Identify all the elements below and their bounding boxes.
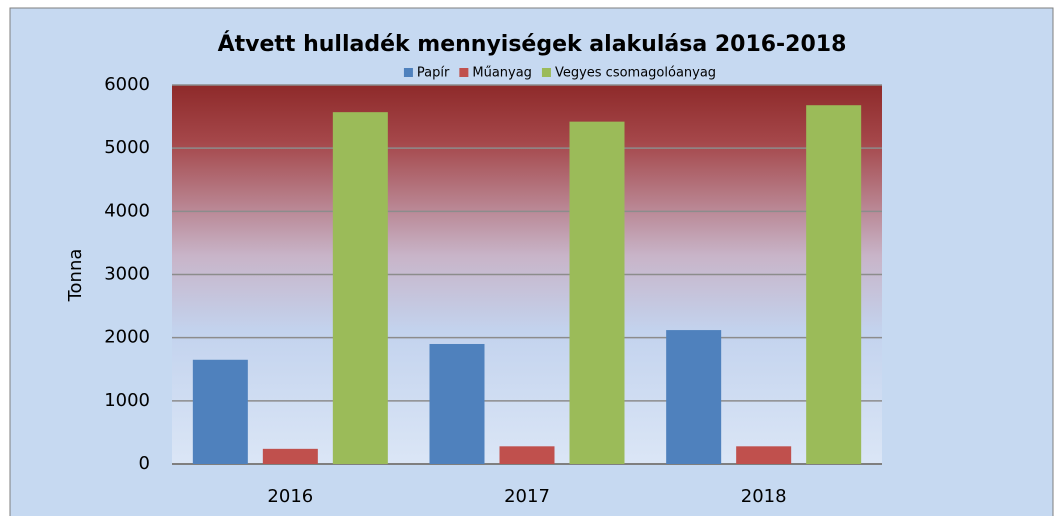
y-tick-label: 1000 xyxy=(104,390,150,411)
y-tick-label: 6000 xyxy=(104,74,150,95)
y-tick-label: 5000 xyxy=(104,137,150,158)
bar xyxy=(499,446,555,464)
x-tick-label: 2016 xyxy=(267,486,313,507)
bar xyxy=(332,112,388,464)
legend-label: Műanyag xyxy=(472,66,532,81)
bar xyxy=(569,121,625,465)
legend-label: Vegyes csomagolóanyag xyxy=(555,66,716,81)
y-tick-label: 0 xyxy=(139,453,150,474)
bar xyxy=(666,330,722,464)
y-tick-label: 4000 xyxy=(104,200,150,221)
bar xyxy=(192,359,248,464)
bar xyxy=(262,448,318,464)
y-tick-label: 3000 xyxy=(104,264,150,285)
legend-swatch xyxy=(403,68,413,77)
bar xyxy=(429,343,485,464)
legend-label: Papír xyxy=(417,66,450,81)
bar xyxy=(736,446,792,464)
chart-title: Átvett hulladék mennyiségek alakulása 20… xyxy=(218,31,847,57)
bar xyxy=(806,105,862,465)
legend-swatch xyxy=(459,68,469,77)
x-tick-label: 2018 xyxy=(741,486,787,507)
y-tick-label: 2000 xyxy=(104,327,150,348)
legend-swatch xyxy=(541,68,551,77)
y-axis-label: Tonna xyxy=(65,249,86,303)
x-tick-label: 2017 xyxy=(504,486,550,507)
